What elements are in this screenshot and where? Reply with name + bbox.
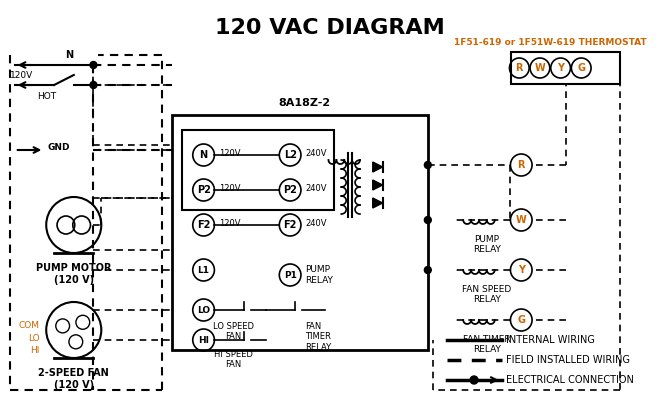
Bar (511, 52, 620, 84)
Circle shape (90, 82, 97, 88)
Text: F2: F2 (197, 220, 210, 230)
Text: PUMP
RELAY: PUMP RELAY (305, 265, 333, 285)
Polygon shape (373, 198, 383, 208)
Text: 240V: 240V (306, 148, 328, 158)
Text: 120 VAC DIAGRAM: 120 VAC DIAGRAM (214, 18, 444, 38)
Polygon shape (373, 180, 383, 190)
Text: FAN SPEED
RELAY: FAN SPEED RELAY (462, 285, 511, 304)
Text: HI: HI (198, 336, 209, 344)
Text: Y: Y (518, 265, 525, 275)
Text: W: W (535, 63, 545, 73)
Circle shape (424, 266, 431, 274)
Circle shape (470, 376, 478, 384)
Text: 2-SPEED FAN
(120 V): 2-SPEED FAN (120 V) (38, 368, 109, 390)
Text: 240V: 240V (306, 184, 328, 192)
Text: R: R (515, 63, 523, 73)
Text: 120V: 120V (219, 148, 241, 158)
Circle shape (424, 217, 431, 223)
Text: R: R (517, 160, 525, 170)
Text: INTERNAL WIRING: INTERNAL WIRING (507, 335, 596, 345)
Text: 120V: 120V (10, 71, 33, 80)
Text: W: W (516, 215, 527, 225)
Text: PUMP MOTOR
(120 V): PUMP MOTOR (120 V) (36, 263, 111, 285)
Text: COM: COM (18, 321, 40, 329)
Text: LO: LO (197, 305, 210, 315)
Text: LO: LO (27, 334, 40, 342)
Text: GND: GND (47, 142, 70, 152)
Bar (182, 130, 334, 210)
Text: G: G (578, 63, 585, 73)
Polygon shape (373, 162, 383, 172)
Text: HI: HI (30, 346, 40, 354)
Text: F2: F2 (283, 220, 297, 230)
Text: G: G (517, 315, 525, 325)
Text: PUMP
RELAY: PUMP RELAY (473, 235, 500, 254)
Text: HI SPEED
FAN: HI SPEED FAN (214, 350, 253, 370)
Text: N: N (200, 150, 208, 160)
Text: LO SPEED
FAN: LO SPEED FAN (212, 322, 253, 341)
Text: 120V: 120V (219, 218, 241, 228)
Bar (172, 115, 428, 350)
Text: HOT: HOT (38, 92, 56, 101)
Circle shape (90, 62, 97, 68)
Text: 1F51-619 or 1F51W-619 THERMOSTAT: 1F51-619 or 1F51W-619 THERMOSTAT (454, 38, 647, 47)
Text: 120V: 120V (219, 184, 241, 192)
Text: N: N (65, 50, 73, 60)
Circle shape (424, 161, 431, 168)
Text: L2: L2 (283, 150, 297, 160)
Text: FAN TIMER
RELAY: FAN TIMER RELAY (463, 335, 511, 354)
Text: L1: L1 (198, 266, 210, 274)
Text: P1: P1 (283, 271, 297, 279)
Text: FIELD INSTALLED WIRING: FIELD INSTALLED WIRING (507, 355, 630, 365)
Text: FAN
TIMER
RELAY: FAN TIMER RELAY (305, 322, 331, 352)
Text: ELECTRICAL CONNECTION: ELECTRICAL CONNECTION (507, 375, 634, 385)
Text: P2: P2 (283, 185, 297, 195)
Text: 8A18Z-2: 8A18Z-2 (279, 98, 331, 108)
Text: 240V: 240V (306, 218, 328, 228)
Text: P2: P2 (196, 185, 210, 195)
Text: Y: Y (557, 63, 564, 73)
